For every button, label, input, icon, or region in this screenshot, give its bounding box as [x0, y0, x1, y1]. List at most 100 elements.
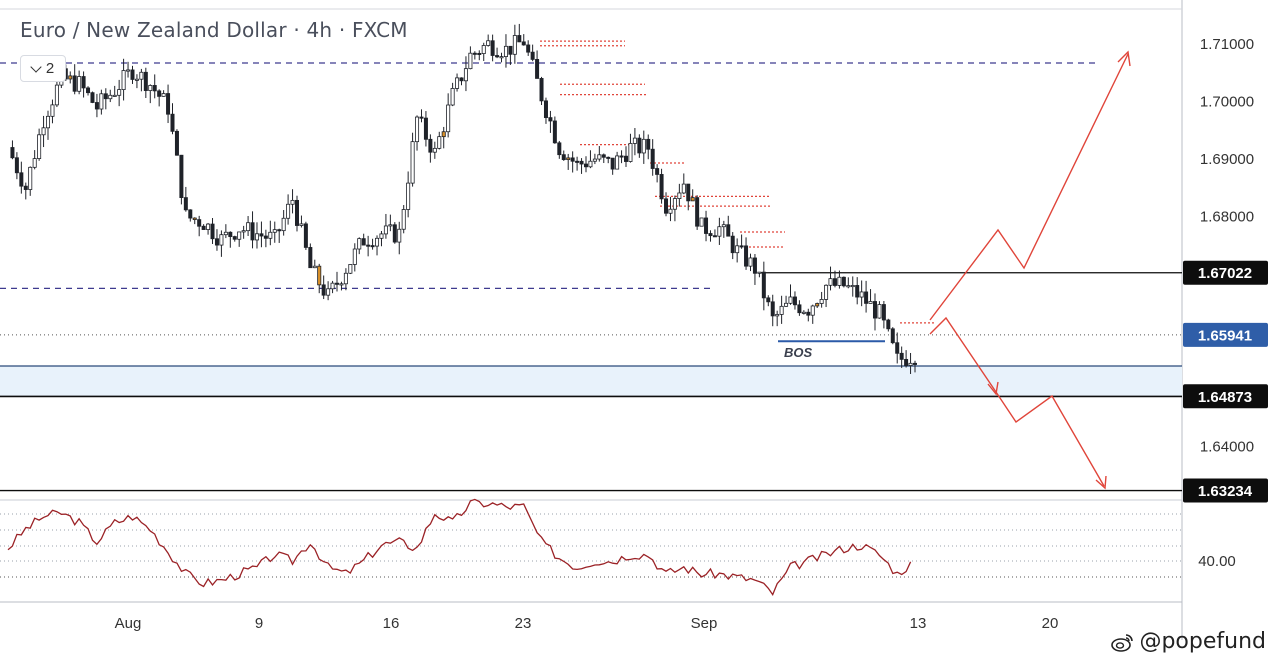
candle [579, 158, 584, 174]
candle-body [112, 94, 117, 97]
candle [441, 126, 446, 149]
candle-body [201, 225, 206, 230]
candle-body [348, 264, 353, 274]
candle-body [419, 116, 424, 119]
candle-body [548, 117, 553, 122]
candle-body [650, 148, 655, 169]
candle-body [792, 296, 797, 306]
candle-body [681, 183, 686, 194]
candle [250, 211, 255, 249]
candle [357, 237, 362, 255]
candle [286, 194, 291, 225]
candle-body [379, 233, 384, 239]
candle-body [606, 156, 611, 159]
candle [735, 238, 740, 263]
price-axis-label: 1.68000 [1200, 209, 1254, 226]
candle-body [54, 84, 59, 106]
candle [806, 308, 811, 322]
candle [94, 93, 99, 118]
candle-body [735, 245, 740, 254]
candle [841, 276, 846, 288]
candle-body [672, 198, 677, 210]
candle-body [410, 141, 415, 184]
candle [797, 300, 802, 316]
candle [463, 56, 468, 92]
candle [370, 238, 375, 250]
candle-body [99, 93, 104, 110]
chevron-down-icon [30, 60, 42, 73]
candle [254, 222, 259, 249]
candle-body [357, 238, 362, 250]
candle-body [632, 137, 637, 144]
candle [174, 129, 179, 156]
candle-body [766, 297, 771, 303]
candle [308, 243, 313, 269]
candle [881, 300, 886, 329]
candle-body [50, 104, 55, 117]
candle [721, 220, 726, 238]
candle-body [299, 223, 304, 226]
candle [530, 44, 535, 62]
candle-body [463, 68, 468, 82]
candle-body [837, 276, 842, 286]
candle-body [721, 224, 726, 228]
candle [512, 24, 517, 64]
candle [775, 310, 780, 327]
candle [699, 217, 704, 227]
candle [592, 153, 597, 165]
candle-body [388, 224, 393, 227]
candle-body [512, 35, 517, 55]
candle [383, 213, 388, 239]
candle-body [281, 217, 286, 232]
candle [241, 225, 246, 239]
candle [401, 205, 406, 234]
candle [810, 304, 815, 324]
candle-body [806, 311, 811, 316]
candle-body [824, 284, 829, 300]
candle-body [152, 85, 157, 92]
candle-body [428, 138, 433, 153]
candle [228, 231, 233, 248]
candle [801, 310, 806, 315]
candle-body [321, 284, 326, 296]
candle [895, 332, 900, 364]
candle [361, 233, 366, 246]
price-label-tag: 1.65941 [1183, 322, 1268, 347]
candle-body [659, 174, 664, 200]
candle-body [503, 45, 508, 57]
candle [41, 115, 46, 148]
candle [486, 34, 491, 47]
candle-body [490, 40, 495, 56]
candle [748, 253, 753, 272]
candle-body [908, 362, 913, 366]
candle [672, 195, 677, 222]
candle-body [539, 78, 544, 102]
candle [837, 270, 842, 289]
candle [566, 153, 571, 170]
candle-body [686, 183, 691, 202]
candle [290, 189, 295, 214]
weibo-icon [1111, 633, 1134, 652]
candle-body [695, 197, 700, 227]
candle-body [752, 257, 757, 274]
candle-body [361, 238, 366, 246]
candle-body [819, 299, 824, 304]
candle [294, 195, 299, 232]
candle [432, 141, 437, 159]
candle [103, 88, 108, 110]
candle-body [206, 223, 211, 230]
candle-body [197, 219, 202, 227]
indicator-collapse-button[interactable]: 2 [20, 55, 66, 82]
candle [548, 110, 553, 133]
candle-body [237, 231, 242, 240]
candle-body [228, 231, 233, 237]
candle [726, 215, 731, 237]
price-axis-label: 1.64000 [1200, 439, 1254, 456]
candle-body [455, 77, 460, 89]
time-axis-label: Aug [115, 615, 142, 632]
candle [877, 301, 882, 319]
candle [730, 232, 735, 260]
candle [201, 224, 206, 230]
candle [490, 34, 495, 62]
